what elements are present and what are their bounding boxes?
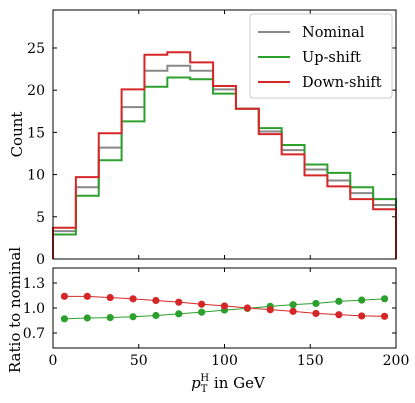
ratio-series	[60, 292, 389, 323]
top-y-tick-label: 10	[27, 168, 45, 184]
x-tick-label: 50	[130, 353, 148, 369]
legend: Nominal Up-shift Down-shift	[249, 13, 393, 99]
x-axis-label-sub: T	[201, 384, 208, 395]
ratio-point-down-shift	[335, 311, 343, 319]
bottom-y-tick-label: 0.7	[23, 326, 45, 342]
legend-label-up-shift: Up-shift	[302, 50, 361, 66]
ratio-point-down-shift	[358, 312, 366, 320]
ratio-point-up-shift	[60, 315, 69, 323]
ratio-point-up-shift	[380, 295, 389, 303]
top-y-tick-label: 5	[36, 210, 45, 226]
ratio-point-up-shift	[198, 308, 206, 316]
legend-label-nominal: Nominal	[302, 25, 365, 41]
histogram-nominal	[52, 64, 397, 259]
top-y-tick-label: 25	[27, 41, 45, 57]
top-y-tick-label: 15	[27, 125, 45, 141]
ratio-point-up-shift	[106, 313, 114, 322]
bottom-y-axis-label: Ratio to nominal	[6, 247, 24, 373]
ratio-point-down-shift	[129, 295, 137, 303]
bottom-y-tick-label: 1.3	[23, 276, 45, 292]
top-y-tick-label: 0	[36, 252, 45, 268]
x-axis-label-main: p	[191, 374, 201, 392]
legend-box	[249, 13, 393, 99]
x-tick-label: 0	[49, 353, 58, 369]
ratio-point-down-shift	[289, 307, 297, 315]
top-y-axis-label: Count	[8, 112, 26, 158]
x-tick-label: 150	[297, 353, 324, 369]
ratio-point-up-shift	[175, 310, 183, 318]
ratio-point-up-shift	[83, 314, 91, 322]
ratio-point-down-shift	[106, 293, 114, 302]
ratio-point-up-shift	[152, 311, 160, 320]
ratio-point-up-shift	[129, 313, 137, 321]
bottom-plot-frame	[52, 267, 397, 349]
legend-label-down-shift: Down-shift	[302, 75, 382, 91]
x-axis-label: pTH in GeV	[191, 373, 266, 395]
bottom-axes-ticks: 0.7 1.0 1.3 0 50 100 150 200	[23, 268, 410, 369]
top-plot-frame	[52, 9, 397, 260]
histogram-down-shift	[52, 51, 397, 259]
ratio-point-down-shift	[175, 298, 183, 306]
x-tick-label: 200	[383, 353, 410, 369]
legend-entries: Nominal Up-shift Down-shift	[258, 25, 382, 91]
ratio-point-up-shift	[312, 299, 320, 308]
top-y-tick-label: 20	[27, 83, 45, 99]
ratio-point-up-shift	[358, 296, 366, 304]
x-axis-label-sup: H	[200, 373, 209, 384]
ratio-point-up-shift	[289, 301, 297, 309]
histogram-steps	[52, 51, 397, 259]
ratio-point-down-shift	[243, 304, 251, 312]
ratio-point-down-shift	[60, 292, 69, 300]
bottom-y-tick-label: 1.0	[23, 301, 45, 317]
x-axis-label-suffix: in GeV	[209, 374, 266, 392]
ratio-point-down-shift	[380, 312, 389, 320]
ratio-point-down-shift	[152, 296, 160, 305]
x-tick-label: 100	[211, 353, 238, 369]
ratio-point-down-shift	[266, 306, 274, 314]
ratio-point-up-shift	[335, 297, 343, 305]
ratio-point-down-shift	[220, 302, 229, 310]
histogram-up-shift	[52, 76, 397, 259]
ratio-point-down-shift	[83, 292, 91, 300]
ratio-point-down-shift	[198, 300, 206, 308]
bottom-panel: 0.7 1.0 1.3 0 50 100 150 200 Ratio to nominal p…	[6, 247, 409, 395]
top-panel: 0 5 10 15 20 25 Count Nominal Up-shift Down-shi…	[8, 9, 397, 268]
ratio-point-down-shift	[312, 309, 320, 318]
